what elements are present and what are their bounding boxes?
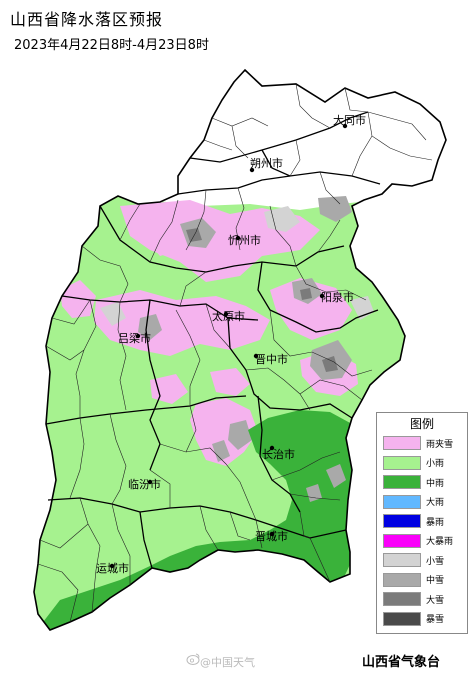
map-title: 山西省降水落区预报 — [10, 10, 164, 29]
legend-swatch — [383, 592, 421, 606]
legend-label: 中雪 — [426, 576, 445, 586]
watermark-text: @中国天气 — [200, 656, 255, 669]
taiyuan-marker — [223, 311, 229, 317]
legend-swatch — [383, 533, 421, 548]
legend-swatch — [383, 553, 421, 567]
jincheng-marker — [269, 531, 275, 537]
xinzhou-marker — [235, 235, 241, 241]
legend-swatch — [383, 572, 421, 587]
legend-label: 小雨 — [426, 459, 445, 469]
source-label: 山西省气象台 — [362, 655, 441, 670]
yangquan-marker — [319, 293, 325, 299]
legend-row: 中雨 — [383, 474, 465, 490]
legend-label: 暴雪 — [426, 615, 445, 625]
city-label-yuncheng: 运城市 — [96, 562, 129, 575]
legend-swatch — [383, 455, 421, 470]
legend-label: 小雪 — [426, 556, 445, 567]
map-legend: 图例 雨夹雪小雨中雨大雨暴雨大暴雨小雪中雪大雪暴雪 — [376, 412, 468, 634]
yuncheng-marker — [109, 563, 115, 569]
city-label-taiyuan: 太原市 — [212, 310, 245, 323]
datong-marker — [342, 123, 348, 129]
city-label-shuozhou: 朔州市 — [250, 157, 283, 170]
legend-row: 暴雪 — [383, 611, 465, 627]
jinzhong-marker — [253, 353, 259, 359]
legend-row: 小雪 — [383, 552, 465, 568]
legend-swatch — [383, 475, 421, 489]
legend-swatch — [383, 611, 421, 626]
legend-label: 大暴雨 — [426, 537, 454, 547]
lvliang-marker — [135, 333, 141, 339]
legend-swatch — [383, 494, 421, 509]
legend-swatch — [383, 436, 421, 450]
legend-label: 大雨 — [426, 498, 445, 508]
city-label-linfen: 临汾市 — [128, 478, 161, 491]
legend-row: 小雨 — [383, 455, 465, 471]
city-markers — [109, 123, 348, 569]
shuozhou-marker — [249, 167, 255, 173]
legend-label: 雨夹雪 — [426, 439, 454, 450]
changzhi-marker — [269, 445, 275, 451]
city-label-jinzhong: 晋中市 — [255, 353, 288, 366]
legend-row: 雨夹雪 — [383, 435, 465, 451]
legend-row: 大暴雨 — [383, 533, 465, 549]
legend-label: 中雨 — [426, 478, 445, 489]
city-label-changzhi: 长治市 — [262, 448, 295, 461]
legend-title: 图例 — [409, 417, 434, 431]
legend-row: 大雪 — [383, 591, 465, 607]
legend-row: 中雪 — [383, 572, 465, 588]
legend-swatch — [383, 514, 421, 528]
forecast-period: 2023年4月22日8时-4月23日8时 — [14, 38, 209, 53]
legend-label: 大雪 — [426, 595, 445, 606]
linfen-marker — [147, 479, 153, 485]
city-label-lvliang: 吕梁市 — [118, 332, 151, 345]
city-label-jincheng: 晋城市 — [255, 530, 288, 543]
legend-row: 暴雨 — [383, 513, 465, 529]
weibo-icon — [186, 653, 200, 665]
city-label-datong: 大同市 — [333, 114, 366, 127]
legend-label: 暴雨 — [426, 517, 445, 528]
city-label-yangquan: 阳泉市 — [321, 291, 354, 304]
legend-row: 大雨 — [383, 494, 465, 510]
city-label-xinzhou: 忻州市 — [228, 234, 261, 247]
